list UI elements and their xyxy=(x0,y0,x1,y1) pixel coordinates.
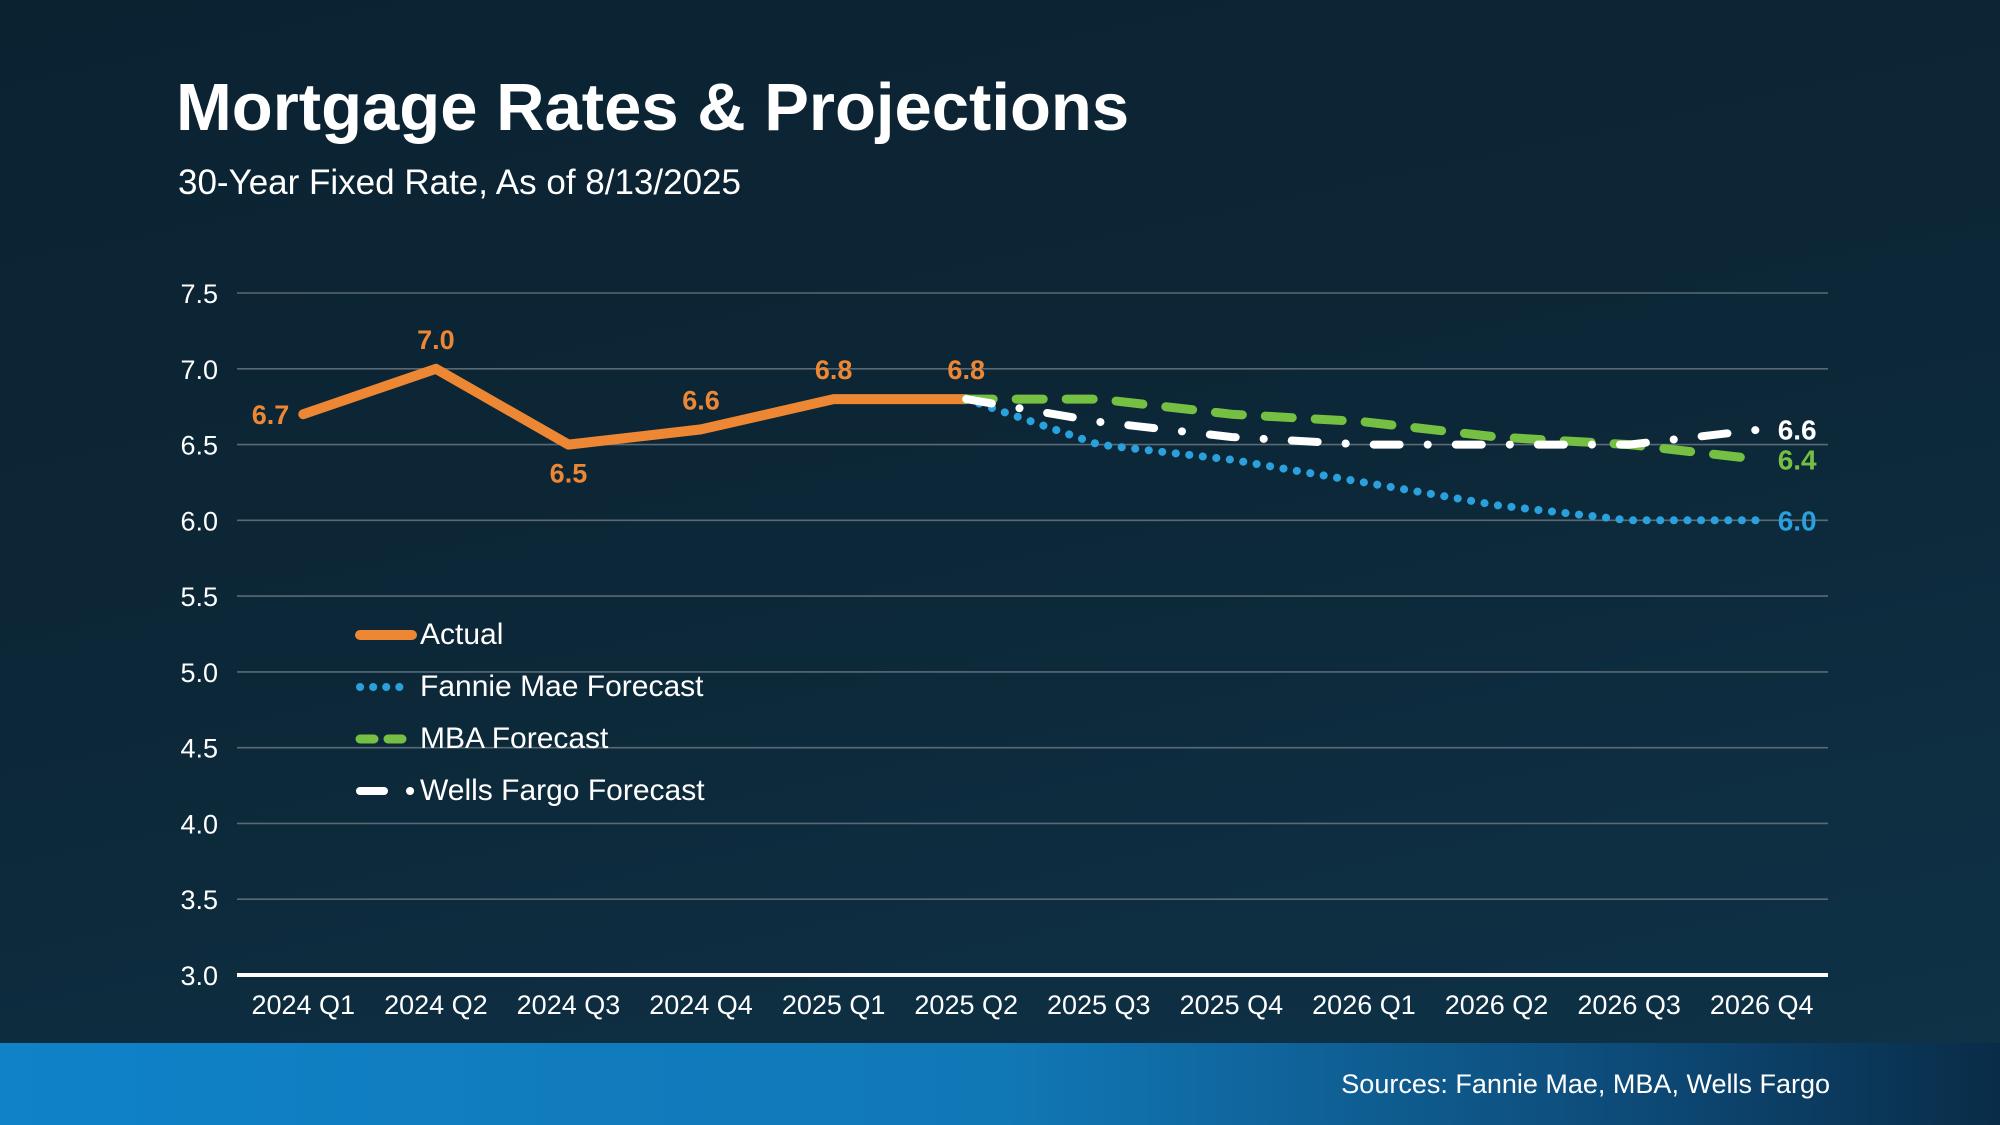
legend-item-fannie-mae-forecast: Fannie Mae Forecast xyxy=(355,661,705,713)
x-axis-label: 2024 Q4 xyxy=(649,990,753,1020)
legend-swatch-wells-fargo-forecast-icon xyxy=(356,787,416,795)
y-axis-label: 6.5 xyxy=(180,431,218,461)
data-label-actual: 6.5 xyxy=(550,459,588,489)
end-label-mba-forecast: 6.4 xyxy=(1778,445,1817,476)
x-axis-label: 2026 Q3 xyxy=(1577,990,1681,1020)
y-axis-label: 4.0 xyxy=(180,809,218,839)
series-line-mba-forecast xyxy=(961,394,1767,465)
legend-item-mba-forecast: MBA Forecast xyxy=(355,713,705,765)
chart-legend: Actual Fannie Mae Forecast MBA Forecast Wel… xyxy=(355,609,705,817)
series-line-wells-fargo-forecast xyxy=(962,395,1766,449)
data-label-actual: 6.8 xyxy=(815,355,853,385)
legend-swatch-fannie-mae-forecast-icon xyxy=(356,683,416,691)
data-label-actual: 6.6 xyxy=(682,385,720,415)
y-axis-label: 7.5 xyxy=(180,279,218,309)
x-axis-label: 2024 Q2 xyxy=(384,990,488,1020)
y-axis-label: 7.0 xyxy=(180,355,218,385)
x-axis-label: 2026 Q4 xyxy=(1710,990,1814,1020)
legend-swatch-actual-icon xyxy=(355,630,417,640)
sources-text: Sources: Fannie Mae, MBA, Wells Fargo xyxy=(1341,1068,1830,1099)
legend-label: Fannie Mae Forecast xyxy=(420,670,704,703)
x-axis-label: 2024 Q1 xyxy=(251,990,355,1020)
series-line-fannie-mae-forecast xyxy=(962,395,1766,525)
y-axis-label: 5.0 xyxy=(180,658,218,688)
footer-bar: Sources: Fannie Mae, MBA, Wells Fargo xyxy=(0,1043,2000,1125)
legend-label: Wells Fargo Forecast xyxy=(420,774,705,807)
x-axis-label: 2024 Q3 xyxy=(517,990,621,1020)
end-label-wells-fargo-forecast: 6.6 xyxy=(1778,414,1817,445)
y-axis-label: 5.5 xyxy=(180,582,218,612)
series-line-actual xyxy=(298,363,972,450)
legend-item-actual: Actual xyxy=(355,609,705,661)
y-axis-label: 4.5 xyxy=(180,734,218,764)
data-label-actual: 6.8 xyxy=(947,355,985,385)
legend-item-wells-fargo-forecast: Wells Fargo Forecast xyxy=(355,765,705,817)
x-axis-label: 2026 Q2 xyxy=(1445,990,1549,1020)
legend-label: Actual xyxy=(420,618,504,651)
data-label-actual: 7.0 xyxy=(417,325,455,355)
x-axis-label: 2026 Q1 xyxy=(1312,990,1416,1020)
y-axis-label: 3.0 xyxy=(180,961,218,991)
x-axis-label: 2025 Q4 xyxy=(1180,990,1284,1020)
legend-label: MBA Forecast xyxy=(420,722,609,755)
x-axis-label: 2025 Q1 xyxy=(782,990,886,1020)
x-axis-label: 2025 Q3 xyxy=(1047,990,1151,1020)
chart-title: Mortgage Rates & Projections xyxy=(176,70,1130,145)
y-axis-label: 3.5 xyxy=(180,885,218,915)
data-label-actual: 6.7 xyxy=(252,400,290,430)
x-axis-label: 2025 Q2 xyxy=(914,990,1018,1020)
end-label-fannie-mae-forecast: 6.0 xyxy=(1778,505,1817,536)
legend-swatch-mba-forecast-icon xyxy=(355,734,417,744)
chart-subtitle: 30-Year Fixed Rate, As of 8/13/2025 xyxy=(178,163,741,202)
y-axis-label: 6.0 xyxy=(180,506,218,536)
